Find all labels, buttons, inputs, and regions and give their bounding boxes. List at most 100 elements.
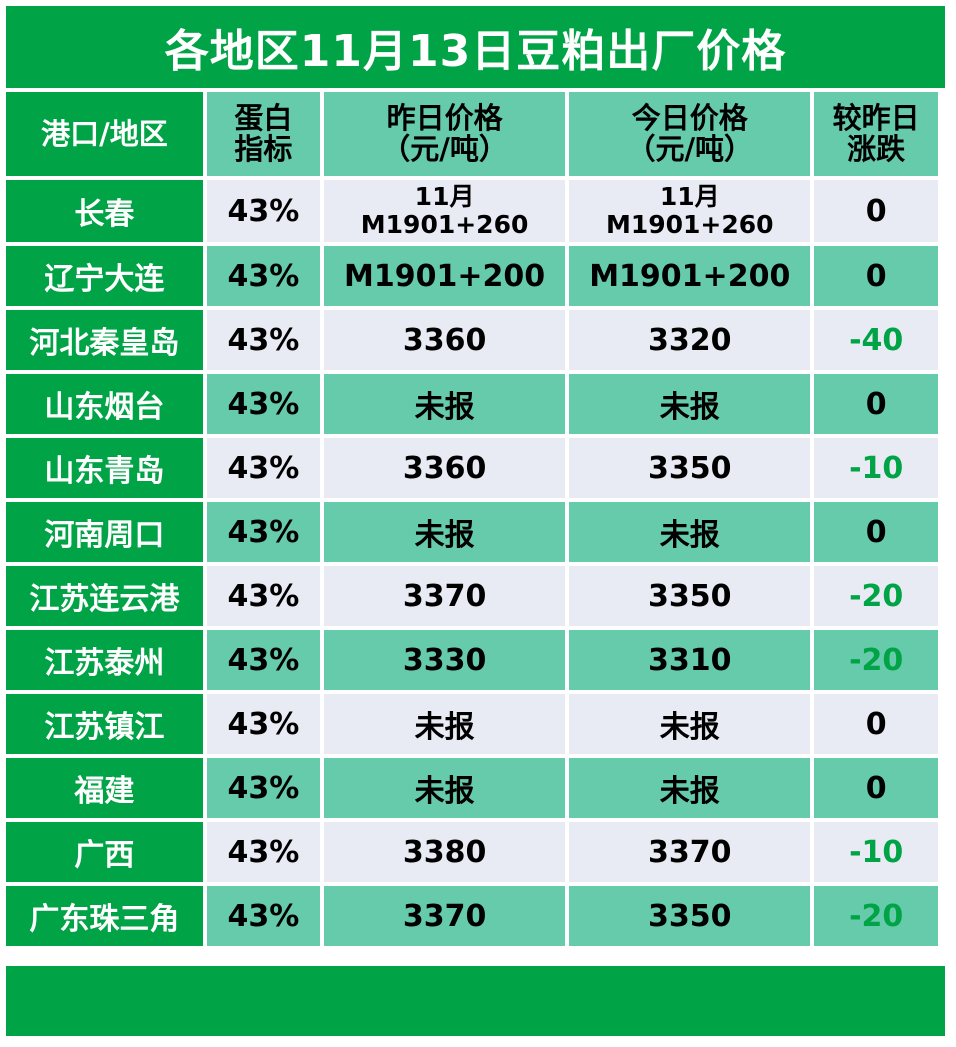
protein-cell: 43% (206, 694, 320, 754)
yesterday-price-line1: 3380 (402, 834, 487, 870)
today-price-line1: 3350 (648, 578, 732, 614)
region-cell: 广西 (6, 822, 203, 882)
header-change: 较昨日 涨跌 (814, 92, 938, 176)
table-row: 山东烟台 43% 未报 未报 0 (6, 374, 938, 434)
yesterday-price-cell: 3380 (323, 822, 566, 882)
change-cell: -10 (814, 822, 938, 882)
yesterday-price-line1: 未报 (414, 710, 475, 745)
change-cell: -10 (814, 438, 938, 498)
region-cell: 河北秦皇岛 (6, 310, 203, 370)
change-cell: -20 (814, 886, 938, 946)
today-price-cell: 11月 M1901+260 (569, 180, 811, 242)
header-yesterday-price: 昨日价格 （元/吨） (323, 92, 566, 176)
today-price-cell: 3350 (569, 566, 811, 626)
today-price-line1: 3350 (648, 450, 732, 486)
header-yesterday-line1: 昨日价格 (386, 101, 503, 135)
region-cell: 辽宁大连 (6, 246, 203, 306)
header-region: 港口/地区 (6, 92, 203, 176)
yesterday-price-cell: 3360 (323, 310, 566, 370)
change-cell: -20 (814, 630, 938, 690)
today-price-cell: 3350 (569, 886, 811, 946)
today-price-cell: M1901+200 (569, 246, 811, 306)
yesterday-price-line1: M1901+200 (344, 258, 546, 294)
yesterday-price-cell: 3330 (323, 630, 566, 690)
yesterday-price-line1: 3360 (402, 322, 487, 358)
yesterday-price-cell: 3370 (323, 886, 566, 946)
today-price-line2: M1901+260 (605, 210, 774, 239)
header-protein: 蛋白 指标 (206, 92, 320, 176)
today-price-cell: 未报 (569, 758, 811, 818)
today-price-line1: 3350 (648, 898, 732, 934)
region-cell: 山东烟台 (6, 374, 203, 434)
change-cell: 0 (814, 758, 938, 818)
header-protein-line1: 蛋白 (234, 101, 293, 135)
region-cell: 长春 (6, 180, 203, 242)
yesterday-price-line1: 11月 (414, 182, 475, 211)
table-row: 辽宁大连 43% M1901+200 M1901+200 0 (6, 246, 938, 306)
today-price-line1: 未报 (659, 710, 720, 745)
table-row: 长春 43% 11月 M1901+260 11月 M1901+260 0 (6, 180, 938, 242)
protein-cell: 43% (206, 180, 320, 242)
price-table: 港口/地区 蛋白 指标 昨日价格 （元/吨） 今日价格 （元/吨） 较昨日 涨跌… (2, 88, 942, 950)
table-row: 江苏镇江 43% 未报 未报 0 (6, 694, 938, 754)
header-region-label: 港口/地区 (41, 116, 168, 151)
yesterday-price-cell: 3370 (323, 566, 566, 626)
yesterday-price-cell: 未报 (323, 758, 566, 818)
yesterday-price-cell: 未报 (323, 374, 566, 434)
region-cell: 广东珠三角 (6, 886, 203, 946)
today-price-line1: 11月 (659, 182, 720, 211)
today-price-cell: 3350 (569, 438, 811, 498)
today-price-line1: 3310 (648, 642, 732, 678)
today-price-cell: 未报 (569, 694, 811, 754)
yesterday-price-line1: 未报 (414, 390, 475, 425)
table-row: 福建 43% 未报 未报 0 (6, 758, 938, 818)
yesterday-price-cell: M1901+200 (323, 246, 566, 306)
yesterday-price-line2: M1901+260 (360, 210, 529, 239)
yesterday-price-cell: 未报 (323, 502, 566, 562)
region-cell: 河南周口 (6, 502, 203, 562)
protein-cell: 43% (206, 310, 320, 370)
today-price-line1: 未报 (659, 518, 720, 553)
header-today-line1: 今日价格 (631, 101, 748, 135)
region-cell: 福建 (6, 758, 203, 818)
yesterday-price-line1: 3360 (402, 450, 487, 486)
region-cell: 江苏泰州 (6, 630, 203, 690)
yesterday-price-cell: 11月 M1901+260 (323, 180, 566, 242)
table-body: 长春 43% 11月 M1901+260 11月 M1901+260 0 辽宁大连 43% M19… (6, 180, 938, 946)
change-cell: 0 (814, 694, 938, 754)
table-row: 江苏连云港 43% 3370 3350 -20 (6, 566, 938, 626)
today-price-line1: 未报 (659, 390, 720, 425)
header-change-line2: 涨跌 (847, 132, 906, 166)
yesterday-price-line1: 3370 (402, 898, 487, 934)
footer-bar (6, 966, 945, 1036)
yesterday-price-cell: 3360 (323, 438, 566, 498)
yesterday-price-line1: 3330 (402, 642, 487, 678)
page-title: 各地区11月13日豆粕出厂价格 (6, 6, 945, 88)
header-change-line1: 较昨日 (832, 101, 920, 135)
today-price-cell: 3370 (569, 822, 811, 882)
yesterday-price-line1: 未报 (414, 518, 475, 553)
table-row: 山东青岛 43% 3360 3350 -10 (6, 438, 938, 498)
today-price-cell: 3320 (569, 310, 811, 370)
header-today-price: 今日价格 （元/吨） (569, 92, 811, 176)
today-price-cell: 未报 (569, 374, 811, 434)
table-row: 广东珠三角 43% 3370 3350 -20 (6, 886, 938, 946)
table-row: 广西 43% 3380 3370 -10 (6, 822, 938, 882)
table-row: 河南周口 43% 未报 未报 0 (6, 502, 938, 562)
region-cell: 江苏连云港 (6, 566, 203, 626)
change-cell: 0 (814, 374, 938, 434)
protein-cell: 43% (206, 502, 320, 562)
protein-cell: 43% (206, 374, 320, 434)
today-price-line1: 3320 (648, 322, 732, 358)
header-protein-line2: 指标 (234, 132, 293, 166)
yesterday-price-line1: 未报 (414, 774, 475, 809)
today-price-line1: 未报 (659, 774, 720, 809)
header-row: 港口/地区 蛋白 指标 昨日价格 （元/吨） 今日价格 （元/吨） 较昨日 涨跌 (6, 92, 938, 176)
today-price-line1: M1901+200 (589, 258, 791, 294)
protein-cell: 43% (206, 246, 320, 306)
protein-cell: 43% (206, 566, 320, 626)
header-today-line2: （元/吨） (626, 132, 754, 166)
yesterday-price-cell: 未报 (323, 694, 566, 754)
table-row: 江苏泰州 43% 3330 3310 -20 (6, 630, 938, 690)
change-cell: -20 (814, 566, 938, 626)
